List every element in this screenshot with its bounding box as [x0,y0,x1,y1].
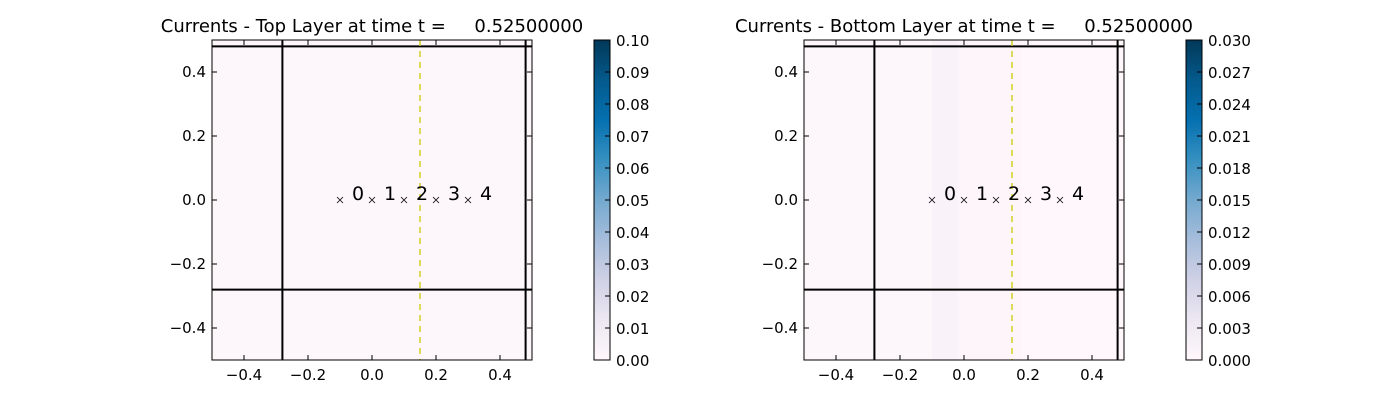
x-tick-label: 0.2 [1016,366,1040,384]
colorbar-tick-label: 0.00 [616,352,649,370]
colorbar-tick-label: 0.03 [616,256,649,274]
y-tick-label: −0.2 [170,255,206,273]
x-tick-label: 0.0 [952,366,976,384]
chart-title: Currents - Bottom Layer at time t = 0.52… [735,16,1193,37]
colorbar-tick-label: 0.01 [616,320,649,338]
marker-x [928,196,936,204]
marker-x [960,196,968,204]
marker-label: 2 [1008,183,1020,205]
marker-x [400,196,408,204]
colorbar-tick-label: 0.009 [1208,256,1251,274]
marker-x [464,196,472,204]
y-tick-label: 0.2 [774,127,798,145]
colorbar-tick-label: 0.000 [1208,352,1251,370]
marker-x [432,196,440,204]
y-tick-label: 0.4 [182,63,206,81]
x-tick-label: −0.4 [818,366,854,384]
y-tick-label: 0.0 [774,191,798,209]
x-tick-label: 0.0 [360,366,384,384]
marker-x [992,196,1000,204]
colorbar-tick-label: 0.02 [616,288,649,306]
y-tick-label: −0.4 [170,319,206,337]
marker-label: 1 [976,183,988,205]
marker-x [1056,196,1064,204]
marker-label: 4 [1072,183,1084,205]
colorbar-tick-label: 0.030 [1208,32,1251,50]
x-tick-label: 0.4 [488,366,512,384]
colorbar-tick-label: 0.006 [1208,288,1251,306]
heatmap-cell [804,40,932,360]
colorbar-tick-label: 0.07 [616,128,649,146]
colorbar-tick-label: 0.003 [1208,320,1251,338]
marker-x [368,196,376,204]
heatmap-cell [932,40,958,360]
colorbar-tick-label: 0.04 [616,224,649,242]
y-tick-label: 0.0 [182,191,206,209]
marker-x [1024,196,1032,204]
y-tick-label: 0.4 [774,63,798,81]
marker-label: 2 [416,183,428,205]
heatmap-cell [957,40,1022,360]
marker-label: 3 [448,183,460,205]
marker-label: 0 [352,183,364,205]
heatmap-cell [1021,40,1124,360]
colorbar-tick-label: 0.027 [1208,64,1251,82]
marker-label: 4 [480,183,492,205]
x-tick-label: −0.2 [290,366,326,384]
y-tick-label: 0.2 [182,127,206,145]
colorbar-tick-label: 0.10 [616,32,649,50]
colorbar-tick-label: 0.018 [1208,160,1251,178]
marker-label: 1 [384,183,396,205]
marker-label: 3 [1040,183,1052,205]
x-tick-label: 0.2 [424,366,448,384]
colorbar-tick-label: 0.024 [1208,96,1251,114]
chart-panel-1: 0 1 2 3 4 −0.4 −0.2 0.0 0.2 0.4 −0.4 −0.2 0.0 0.2 0.4 C… [735,16,1251,384]
colorbar-tick-label: 0.015 [1208,192,1251,210]
colorbar-tick-label: 0.08 [616,96,649,114]
x-tick-label: −0.2 [882,366,918,384]
marker-label: 0 [944,183,956,205]
colorbar-tick-label: 0.06 [616,160,649,178]
marker-x [336,196,344,204]
y-tick-label: −0.4 [762,319,798,337]
colorbar-tick-label: 0.021 [1208,128,1251,146]
colorbar-tick-label: 0.012 [1208,224,1251,242]
chart-panel-0: 0 1 2 3 4 −0.4 −0.2 0.0 0.2 0.4 −0.4 −0.2 0.0 0.2 0.4 C… [161,16,650,384]
y-tick-label: −0.2 [762,255,798,273]
x-tick-label: 0.4 [1080,366,1104,384]
colorbar-tick-label: 0.05 [616,192,649,210]
colorbar-tick-label: 0.09 [616,64,649,82]
chart-title: Currents - Top Layer at time t = 0.52500… [161,16,583,37]
x-tick-label: −0.4 [226,366,262,384]
